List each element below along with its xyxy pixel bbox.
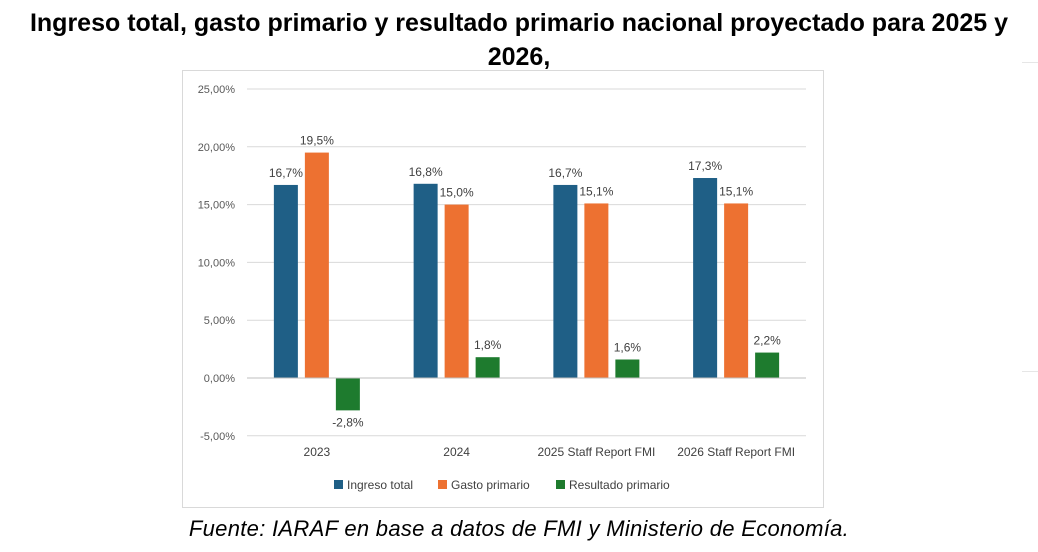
- x-tick-label: 2026 Staff Report FMI: [677, 445, 795, 459]
- divider: [1022, 62, 1038, 63]
- bar-gasto-primario: [724, 203, 749, 378]
- data-label: 19,5%: [300, 134, 334, 148]
- bar-resultado-primario: [755, 352, 780, 378]
- bar-resultado-primario: [475, 357, 500, 378]
- divider: [1022, 371, 1038, 372]
- bar-gasto-primario: [304, 152, 329, 378]
- legend-label: Resultado primario: [569, 478, 670, 492]
- legend-swatch: [334, 480, 343, 489]
- y-tick-label: 10,00%: [198, 257, 236, 269]
- x-tick-label: 2025 Staff Report FMI: [537, 445, 655, 459]
- data-label: 2,2%: [753, 334, 781, 348]
- data-label: 1,6%: [614, 341, 642, 355]
- y-tick-label: 5,00%: [204, 315, 235, 327]
- data-label: 17,3%: [688, 159, 722, 173]
- bar-ingreso-total: [273, 184, 298, 378]
- title-line-1: Ingreso total, gasto primario y resultad…: [29, 9, 1009, 71]
- data-label: 15,0%: [440, 186, 474, 200]
- data-label: 1,8%: [474, 338, 502, 352]
- y-tick-label: -5,00%: [200, 431, 235, 443]
- bar-resultado-primario: [335, 378, 360, 411]
- legend-swatch: [438, 480, 447, 489]
- data-label: 16,8%: [409, 165, 443, 179]
- data-label: -2,8%: [332, 415, 364, 429]
- y-tick-label: 0,00%: [204, 373, 235, 385]
- bar-resultado-primario: [615, 359, 640, 378]
- x-tick-label: 2024: [443, 445, 470, 459]
- x-tick-label: 2023: [304, 445, 331, 459]
- data-label: 15,1%: [719, 184, 753, 198]
- source-note: Fuente: IARAF en base a datos de FMI y M…: [188, 516, 850, 541]
- data-label: 16,7%: [269, 166, 303, 180]
- bar-ingreso-total: [693, 178, 718, 378]
- y-tick-label: 15,00%: [198, 200, 236, 212]
- legend-label: Gasto primario: [451, 478, 530, 492]
- data-label: 15,1%: [579, 184, 613, 198]
- bar-gasto-primario: [584, 203, 609, 378]
- bar-ingreso-total: [413, 183, 438, 378]
- bar-ingreso-total: [553, 184, 578, 378]
- legend-label: Ingreso total: [347, 478, 413, 492]
- y-tick-label: 20,00%: [198, 142, 236, 154]
- bar-gasto-primario: [444, 204, 469, 378]
- legend-swatch: [556, 480, 565, 489]
- data-label: 16,7%: [548, 166, 582, 180]
- y-tick-label: 25,00%: [198, 84, 236, 96]
